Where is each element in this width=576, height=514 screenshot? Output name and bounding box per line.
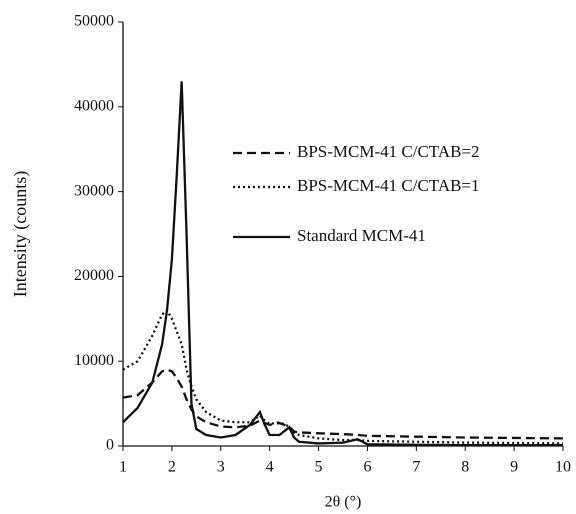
x-tick-label: 4 <box>266 459 274 476</box>
series-line <box>122 81 563 447</box>
y-tick-label: 40000 <box>74 97 114 114</box>
legend-label: BPS-MCM-41 C/CTAB=2 <box>297 142 480 161</box>
y-tick-label: 30000 <box>74 182 114 199</box>
y-tick-label: 50000 <box>74 13 114 30</box>
x-tick-label: 10 <box>555 459 571 476</box>
x-tick-label: 5 <box>315 459 323 476</box>
x-tick-label: 7 <box>412 459 420 476</box>
y-tick-label: 0 <box>106 437 114 454</box>
x-tick-label: 6 <box>363 459 371 476</box>
series-line <box>122 368 564 440</box>
y-tick-label: 20000 <box>74 267 114 284</box>
x-axis-label: 2θ (°) <box>325 494 362 511</box>
x-tick-label: 9 <box>510 459 518 476</box>
x-tick-label: 1 <box>119 459 127 476</box>
x-tick-label: 8 <box>461 459 469 476</box>
x-tick-label: 3 <box>217 459 225 476</box>
legend-label: BPS-MCM-41 C/CTAB=1 <box>297 176 480 195</box>
x-tick-label: 2 <box>168 459 176 476</box>
y-axis-label: Intensity (counts) <box>10 171 31 297</box>
y-tick-label: 10000 <box>74 352 114 369</box>
legend-label: Standard MCM-41 <box>297 226 426 245</box>
